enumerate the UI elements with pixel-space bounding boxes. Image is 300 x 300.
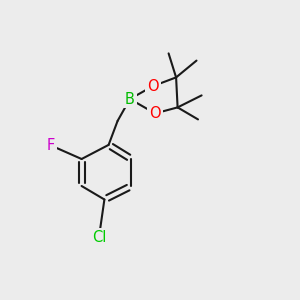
- Text: O: O: [149, 106, 161, 121]
- Text: Cl: Cl: [92, 230, 106, 244]
- Text: B: B: [125, 92, 135, 106]
- Text: O: O: [147, 79, 159, 94]
- Text: F: F: [47, 138, 55, 153]
